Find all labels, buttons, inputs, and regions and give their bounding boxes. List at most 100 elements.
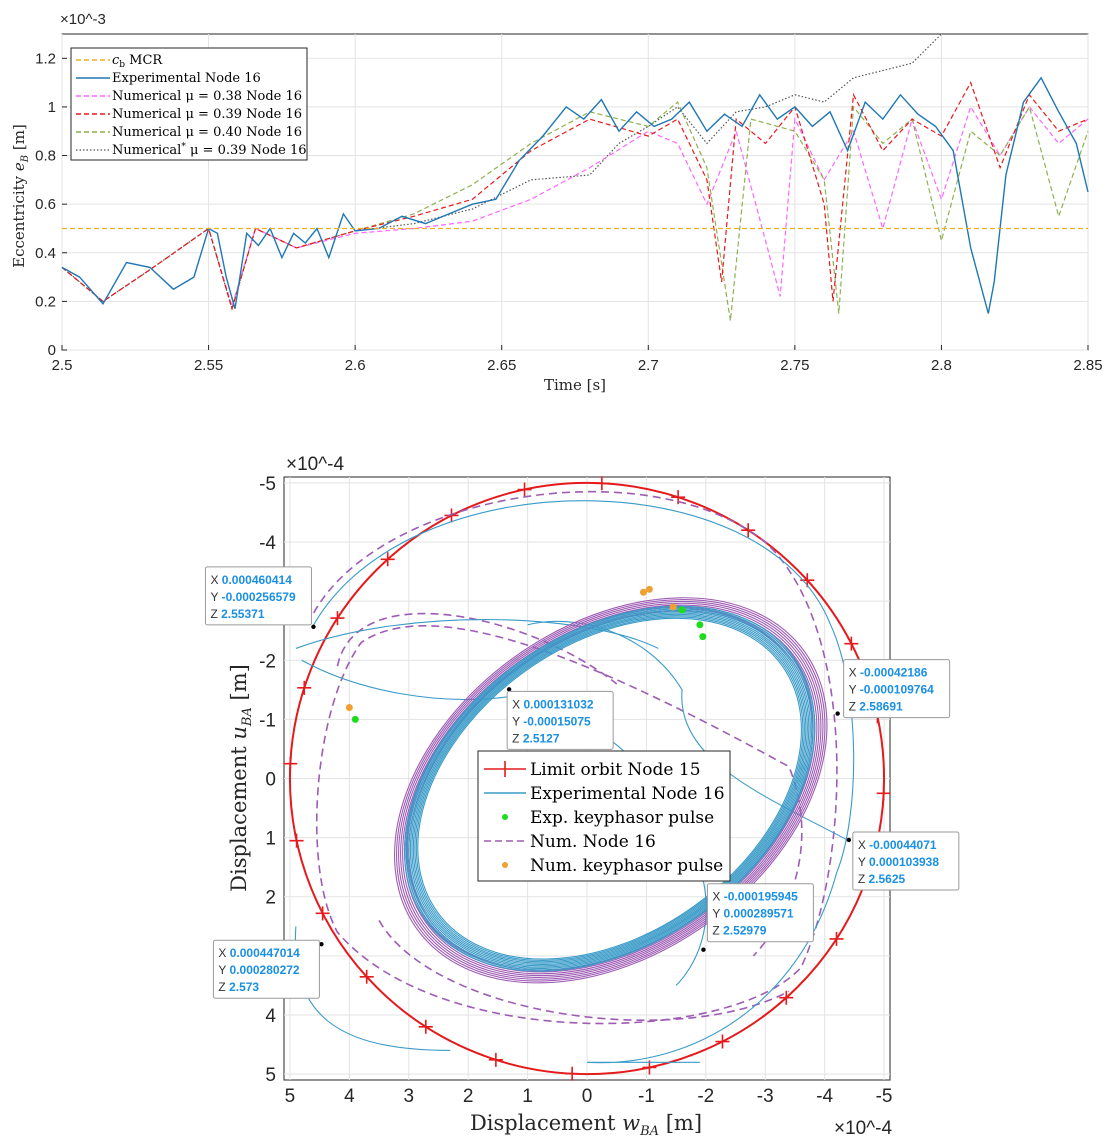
num-keyphasor-pulse bbox=[345, 704, 353, 712]
bottom-x-tick-label: -3 bbox=[757, 1086, 774, 1107]
bottom-x-exponent: ×10^-4 bbox=[834, 1118, 892, 1139]
datatip-value: 0.000447014 bbox=[230, 946, 300, 960]
datatip-row: Y 0.000289571 bbox=[712, 907, 794, 921]
exp-orbit-bundle bbox=[406, 608, 813, 970]
datatip-key: Z bbox=[512, 731, 523, 745]
datatip-key: X bbox=[712, 890, 723, 904]
bottom-x-tick-label: 4 bbox=[344, 1086, 355, 1107]
top-x-tick-label: 2.55 bbox=[194, 357, 223, 374]
limit-orbit-marker bbox=[418, 1019, 433, 1034]
datatip-row: Y -0.00015075 bbox=[512, 714, 591, 728]
eccentricity-chart: 2.5 2.55 2.6 2.65 2.7 2.75 2.8 2.85 0 0.2 0.4 0.6 0.… bbox=[10, 11, 1103, 394]
legend-label-num-pulse: Num. keyphasor pulse bbox=[530, 856, 723, 876]
datatip-anchor bbox=[701, 947, 706, 952]
datatip-row: Y -0.000109764 bbox=[849, 683, 935, 697]
legend-marker-exp-pulse bbox=[502, 814, 508, 820]
datatip-value: -0.00015075 bbox=[523, 714, 591, 728]
limit-orbit-marker bbox=[289, 833, 304, 848]
bottom-y-tick-label: 2 bbox=[265, 888, 276, 909]
datatip-value: 0.000131032 bbox=[523, 697, 593, 711]
bottom-y-tick-label: -5 bbox=[259, 474, 276, 495]
datatip-row: Y 0.000280272 bbox=[218, 963, 300, 977]
limit-orbit-marker bbox=[283, 756, 298, 771]
limit-orbit-marker bbox=[715, 1034, 730, 1049]
datatip-anchor bbox=[506, 687, 512, 692]
bottom-y-axis-label: Displacement uBA [m] bbox=[227, 664, 255, 892]
bottom-y-tick-label: 5 bbox=[265, 1065, 276, 1086]
legend-label-experimental: Experimental Node 16 bbox=[112, 71, 261, 86]
num-orbit-bundle bbox=[394, 597, 828, 984]
datatip-anchor bbox=[835, 711, 840, 716]
exp-keyphasor-pulse bbox=[678, 606, 686, 614]
bottom-x-tick-label: 2 bbox=[463, 1086, 474, 1107]
bottom-y-tick-label: 4 bbox=[265, 1006, 276, 1027]
datatip-key: X bbox=[218, 946, 229, 960]
top-series bbox=[61, 33, 1089, 321]
num-orbit-bundle bbox=[396, 599, 826, 982]
top-y-tick-label: 0.8 bbox=[35, 148, 56, 165]
datatip-row: Z 2.52979 bbox=[712, 924, 766, 938]
datatip-key: Z bbox=[210, 607, 221, 621]
num-orbit-dashed-1 bbox=[336, 612, 790, 1021]
bottom-y-exponent: ×10^-4 bbox=[286, 454, 344, 475]
top-x-tick-label: 2.65 bbox=[487, 357, 516, 374]
bottom-x-tick-label: 0 bbox=[582, 1086, 593, 1107]
bottom-y-tick-label: -4 bbox=[259, 533, 276, 554]
num-keyphasor-pulse bbox=[669, 603, 677, 611]
legend-label-num-orbit: Num. Node 16 bbox=[530, 832, 656, 852]
datatip-key: X bbox=[512, 697, 523, 711]
top-ticks: 2.5 2.55 2.6 2.65 2.7 2.75 2.8 2.85 0 0.2 0.4 0.6 0.… bbox=[35, 50, 1102, 374]
datatip-value: 0.000103938 bbox=[869, 855, 939, 869]
legend-label-numstar: Numerical* μ = 0.39 Node 16 bbox=[112, 142, 307, 158]
legend-label-exp-orbit: Experimental Node 16 bbox=[530, 784, 725, 804]
num-orbit-bundle bbox=[398, 600, 824, 980]
top-x-tick-label: 2.85 bbox=[1073, 357, 1102, 374]
top-x-axis-label: Time [s] bbox=[544, 376, 606, 394]
top-x-tick-label: 2.8 bbox=[931, 357, 952, 374]
num-orbit-dashed-0 bbox=[313, 490, 838, 1025]
bottom-x-tick-label: -5 bbox=[876, 1086, 893, 1107]
exp-orbit-excursion-2 bbox=[527, 620, 849, 842]
exp-orbit-bundle bbox=[412, 613, 807, 964]
limit-orbit-marker bbox=[829, 931, 844, 946]
bottom-x-axis-label: Displacement wBA [m] bbox=[470, 1111, 702, 1139]
top-x-tick-label: 2.6 bbox=[345, 357, 366, 374]
limit-orbit-marker bbox=[671, 490, 686, 505]
datatip-row: X -0.00042186 bbox=[849, 666, 928, 680]
limit-orbit-marker bbox=[844, 636, 859, 651]
exp-orbit-bundle bbox=[415, 616, 804, 961]
datatip-value: 0.000280272 bbox=[230, 963, 300, 977]
exp-keyphasor-pulse bbox=[699, 633, 707, 641]
legend-label-num040: Numerical μ = 0.40 Node 16 bbox=[112, 125, 302, 140]
datatip-key: Y bbox=[858, 855, 869, 869]
limit-orbit-marker bbox=[297, 680, 312, 695]
limit-orbit-marker bbox=[359, 969, 374, 984]
datatip-value: 0.000460414 bbox=[222, 573, 292, 587]
datatip-key: X bbox=[210, 573, 221, 587]
top-y-tick-label: 1 bbox=[48, 99, 56, 116]
datatip-box bbox=[843, 659, 951, 719]
datatip-key: Z bbox=[712, 924, 723, 938]
datatip-anchor bbox=[311, 624, 316, 630]
datatip-row: Z 2.573 bbox=[218, 980, 259, 994]
legend-label-exp-pulse: Exp. keyphasor pulse bbox=[530, 808, 714, 828]
limit-orbit-marker bbox=[330, 611, 345, 626]
limit-orbit-marker bbox=[779, 990, 794, 1005]
datatip-row: Z 2.58691 bbox=[849, 700, 903, 714]
datatip-row: X 0.000131032 bbox=[512, 697, 594, 711]
bottom-y-tick-label: -2 bbox=[259, 651, 276, 672]
top-y-tick-label: 0.2 bbox=[35, 293, 56, 310]
top-x-tick-label: 2.75 bbox=[780, 357, 809, 374]
limit-orbit-marker bbox=[876, 786, 891, 801]
top-x-tick-label: 2.5 bbox=[52, 357, 73, 374]
bottom-legend-box bbox=[477, 750, 731, 882]
datatip-box bbox=[212, 939, 320, 999]
num-orbit-bundle bbox=[400, 602, 822, 978]
exp-orbit-bundle bbox=[405, 606, 814, 971]
exp-orbit-bundle bbox=[403, 605, 816, 972]
datatip-value: -0.000256579 bbox=[222, 590, 296, 604]
top-y-tick-label: 0 bbox=[48, 342, 56, 359]
datatip-value: 2.573 bbox=[229, 980, 259, 994]
